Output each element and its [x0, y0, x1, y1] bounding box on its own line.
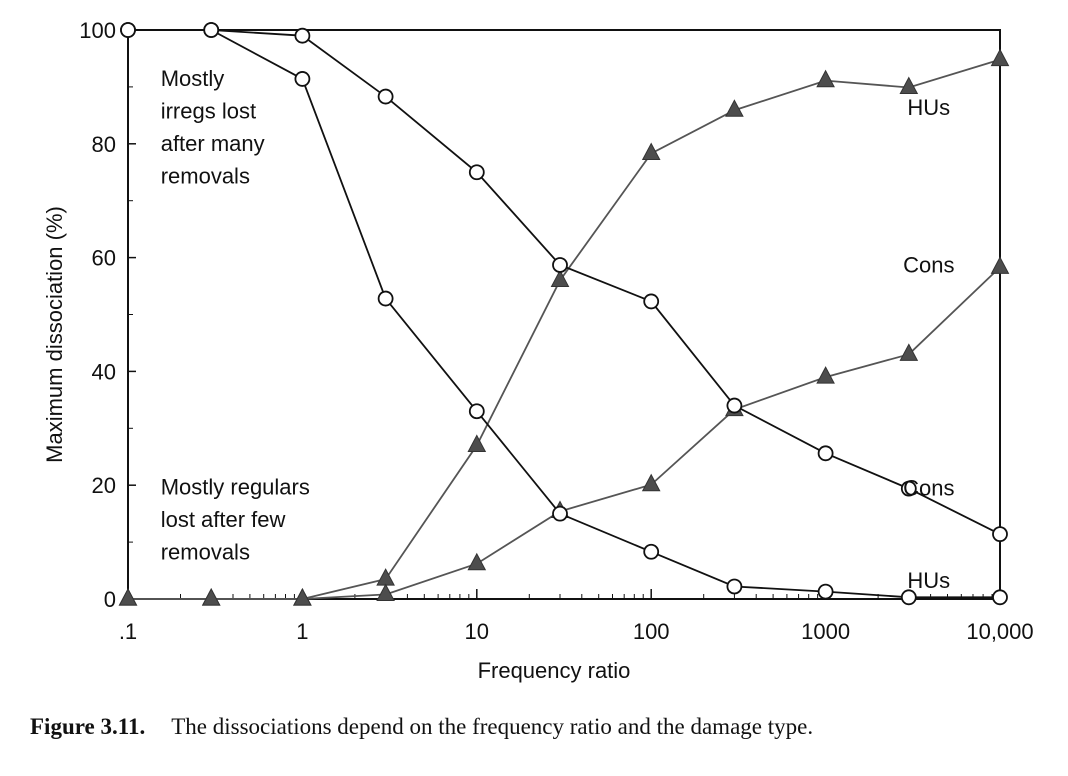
caption-text: The dissociations depend on the frequenc… — [171, 714, 814, 739]
data-point-triangle — [467, 552, 487, 571]
data-point-triangle — [816, 69, 835, 88]
data-point-triangle — [641, 473, 661, 492]
data-point-triangle — [293, 588, 312, 606]
data-point-circle — [377, 88, 394, 105]
data-point-triangle — [725, 99, 744, 117]
x-tick-label: 100 — [633, 619, 670, 644]
data-point-triangle — [201, 588, 221, 606]
data-point-circle — [817, 583, 834, 600]
data-point-circle — [992, 526, 1008, 543]
data-series — [118, 22, 1010, 606]
chart-labels: HUs Cons Cons HUs Mostly irregs lost after man… — [161, 66, 955, 593]
data-point-circle — [120, 22, 136, 38]
data-point-circle — [992, 589, 1008, 606]
data-point-circle — [468, 164, 485, 181]
data-point-circle — [294, 27, 311, 44]
data-point-triangle — [467, 434, 487, 452]
x-tick-label: 10 — [465, 619, 489, 644]
y-tick-label: 0 — [104, 587, 116, 612]
annotation-line: lost after few — [161, 507, 286, 532]
annotation-line: removals — [161, 163, 250, 188]
data-point-circle — [552, 257, 568, 273]
series-label: HUs — [907, 95, 950, 120]
data-point-circle — [900, 589, 917, 606]
axes: 0 20 40 60 80 100 .1 1 10 100 1000 10,000 Frequency … — [42, 18, 1034, 683]
x-tick-label: 1000 — [801, 619, 850, 644]
data-point-circle — [468, 403, 485, 420]
figure-caption: Figure 3.11. The dissociations depend on … — [30, 714, 813, 740]
x-tick-label: .1 — [119, 619, 137, 644]
series-label: Cons — [903, 475, 954, 500]
data-point-circle — [726, 578, 743, 595]
data-point-circle — [726, 397, 743, 414]
data-point-triangle — [118, 588, 138, 606]
y-tick-label: 60 — [92, 246, 116, 271]
series-irregs-hus — [120, 22, 1008, 606]
data-point-circle — [643, 293, 660, 310]
dissociation-chart: 0 20 40 60 80 100 .1 1 10 100 1000 10,000 Frequency … — [42, 18, 1034, 683]
x-axis-title: Frequency ratio — [478, 658, 631, 683]
y-axis-title: Maximum dissociation (%) — [42, 206, 67, 463]
data-point-circle — [203, 22, 220, 38]
data-point-circle — [377, 290, 394, 307]
y-tick-label: 40 — [92, 359, 116, 384]
x-tick-label: 1 — [296, 619, 308, 644]
data-point-triangle — [641, 142, 661, 161]
data-point-circle — [294, 71, 311, 87]
data-point-triangle — [550, 269, 570, 287]
annotation: Mostly irregs lost after many removals — [161, 66, 265, 188]
annotation-line: irregs lost — [161, 98, 256, 123]
x-tick-label: 10,000 — [966, 619, 1033, 644]
series-line-regulars-cons — [128, 266, 1001, 600]
annotation-line: Mostly — [161, 66, 225, 91]
annotation: Mostly regulars lost after few removals — [161, 474, 310, 564]
y-tick-label: 100 — [79, 18, 116, 43]
y-tick-label: 20 — [92, 473, 116, 498]
data-point-triangle — [990, 256, 1010, 274]
annotation-line: Mostly regulars — [161, 474, 310, 499]
annotation-line: removals — [161, 539, 250, 564]
data-point-triangle — [899, 343, 919, 361]
series-regulars-cons — [118, 256, 1010, 606]
data-point-triangle — [899, 76, 919, 95]
data-point-triangle — [376, 583, 395, 602]
series-label: HUs — [907, 568, 950, 593]
data-point-circle — [817, 445, 834, 462]
data-point-triangle — [990, 48, 1010, 67]
data-point-circle — [552, 505, 568, 522]
data-point-circle — [643, 543, 660, 560]
series-label: Cons — [903, 252, 954, 277]
caption-label: Figure 3.11. — [30, 714, 146, 739]
data-point-triangle — [816, 366, 835, 384]
y-tick-label: 80 — [92, 132, 116, 157]
annotation-line: after many — [161, 131, 265, 156]
data-point-circle — [900, 480, 917, 497]
